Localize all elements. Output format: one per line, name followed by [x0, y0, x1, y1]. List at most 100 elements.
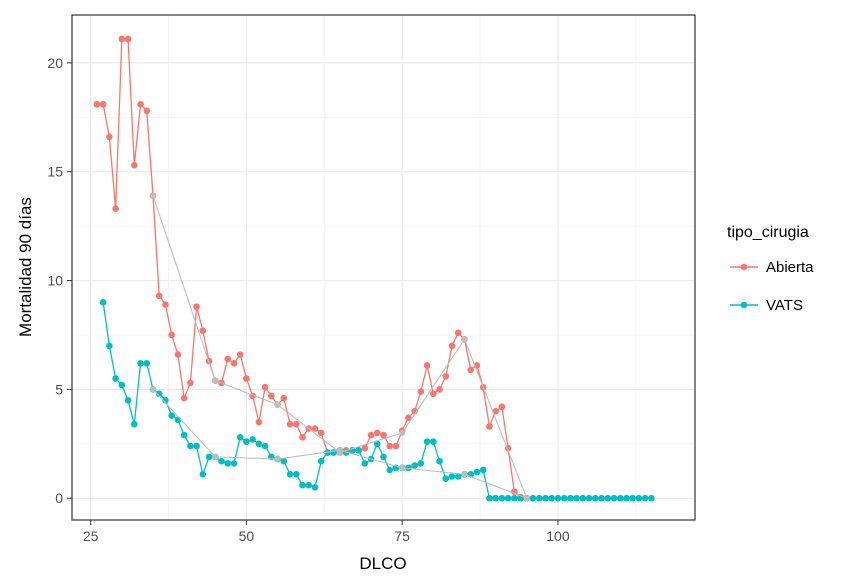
data-point [486, 494, 493, 502]
data-point [399, 429, 406, 436]
data-point [174, 351, 182, 358]
data-point [292, 420, 300, 428]
data-point [193, 303, 200, 310]
data-point [492, 407, 499, 415]
data-point [149, 386, 156, 393]
data-point [430, 438, 437, 445]
data-point [448, 342, 456, 350]
data-point [180, 394, 188, 402]
data-point [355, 447, 362, 454]
data-point [261, 442, 269, 450]
data-point [305, 481, 313, 489]
data-point [529, 494, 537, 502]
data-point [249, 436, 256, 443]
data-point [623, 494, 630, 502]
data-point [112, 375, 119, 382]
data-point [585, 494, 593, 502]
data-point [162, 301, 169, 308]
data-point [155, 292, 163, 300]
data-point [461, 336, 468, 343]
data-point [454, 473, 462, 480]
data-point [212, 453, 219, 460]
data-point [274, 401, 281, 408]
data-point [149, 192, 156, 199]
data-point [430, 390, 437, 398]
x-tick-label: 25 [83, 528, 99, 544]
data-point [598, 494, 605, 502]
data-point [417, 388, 425, 395]
data-point [554, 494, 562, 502]
data-point [373, 440, 381, 448]
series-trend-3 [149, 386, 530, 502]
data-point [504, 494, 512, 502]
data-point [224, 460, 232, 467]
data-point [230, 359, 238, 367]
data-point [280, 394, 288, 402]
data-point [106, 133, 113, 141]
data-point [361, 444, 369, 452]
data-point [311, 484, 319, 491]
data-point [99, 299, 107, 306]
data-point [616, 494, 624, 502]
data-point [330, 449, 337, 456]
series-layer [93, 35, 655, 502]
data-point [392, 442, 400, 450]
x-tick-label: 75 [394, 528, 410, 544]
y-tick-label: 15 [47, 164, 63, 180]
data-point [212, 377, 219, 384]
data-point [143, 107, 151, 115]
data-point [454, 329, 462, 337]
data-point [286, 470, 294, 478]
legend-label: Abierta [766, 259, 814, 276]
data-point [399, 464, 406, 471]
data-point [112, 205, 119, 213]
data-point [236, 351, 244, 358]
x-tick-label: 50 [239, 528, 255, 544]
data-point [492, 494, 499, 502]
data-point [635, 494, 643, 502]
data-point [255, 418, 263, 426]
data-point [336, 447, 343, 454]
data-point [610, 494, 618, 502]
data-point [124, 35, 132, 43]
legend-keys: Abierta VATS [730, 259, 814, 314]
legend-title: tipo_cirugia [727, 224, 809, 241]
data-point [155, 390, 163, 398]
data-point [124, 396, 132, 404]
legend-key-point [740, 301, 748, 309]
data-point [442, 373, 450, 380]
y-axis-title: Mortalidad 90 días [16, 197, 35, 337]
legend-key-point [740, 263, 748, 271]
data-point [367, 431, 375, 439]
y-tick-label: 5 [55, 381, 63, 397]
legend: tipo_cirugia Abierta VATS [727, 224, 814, 314]
data-point [118, 35, 126, 43]
data-point [168, 412, 175, 419]
y-tick-label: 20 [47, 55, 63, 71]
data-point [224, 355, 232, 363]
x-axis-title: DLCO [359, 554, 406, 573]
data-point [218, 457, 225, 465]
panel-background [72, 15, 695, 520]
data-point [467, 366, 475, 374]
data-point [486, 423, 493, 430]
data-point [93, 100, 101, 108]
data-point [292, 470, 300, 478]
data-point [280, 457, 288, 465]
data-point [317, 429, 325, 437]
data-point [373, 429, 381, 437]
data-point [299, 481, 306, 489]
data-point [255, 440, 263, 448]
data-point [286, 420, 294, 428]
data-point [405, 464, 412, 472]
data-point [436, 457, 443, 465]
data-point [162, 396, 169, 404]
data-point [567, 494, 574, 502]
y-tick-label: 0 [55, 490, 63, 506]
data-point [361, 460, 369, 467]
data-point [131, 420, 138, 428]
data-point [311, 425, 319, 432]
data-point [380, 431, 387, 439]
data-point [423, 362, 431, 369]
data-point [511, 494, 518, 502]
